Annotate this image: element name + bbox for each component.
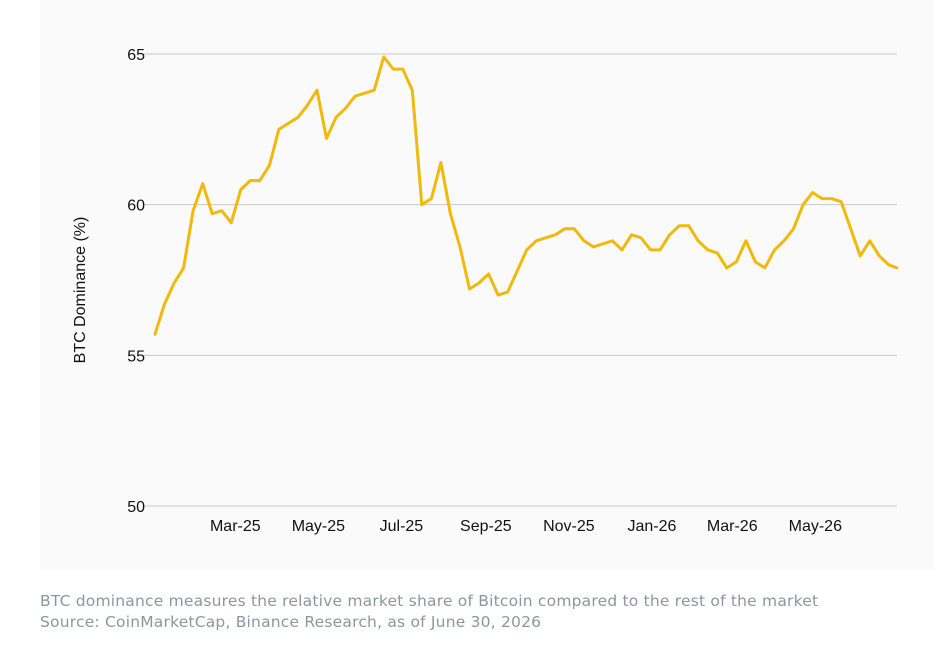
x-tick-labels: Mar-25 May-25 Jul-25 Sep-25 Nov-25 Jan-26 Mar-… bbox=[210, 518, 842, 535]
x-tick-label: Mar-25 bbox=[210, 518, 261, 535]
y-tick-label: 60 bbox=[127, 198, 145, 215]
x-tick-label: Sep-25 bbox=[460, 518, 512, 535]
x-tick-label: Jan-26 bbox=[627, 518, 676, 535]
caption-source: Source: CoinMarketCap, Binance Research,… bbox=[40, 613, 542, 631]
x-tick-label: Nov-25 bbox=[543, 518, 595, 535]
x-tick-label: Jul-25 bbox=[380, 518, 424, 535]
x-tick-label: Mar-26 bbox=[707, 518, 758, 535]
y-tick-label: 55 bbox=[127, 348, 145, 365]
y-tick-label: 50 bbox=[127, 499, 145, 516]
gridlines bbox=[143, 53, 897, 507]
caption-description: BTC dominance measures the relative mark… bbox=[40, 592, 819, 610]
y-tick-label: 65 bbox=[127, 47, 145, 64]
series-group bbox=[153, 55, 899, 336]
btc-dominance-chart: 50 55 60 65 Mar-25 May-25 Jul-25 Sep-25 Nov-25 J… bbox=[72, 47, 899, 535]
series-line bbox=[153, 55, 899, 336]
y-tick-labels: 50 55 60 65 bbox=[127, 47, 145, 516]
chart-panel bbox=[40, 0, 934, 570]
x-tick-label: May-25 bbox=[292, 518, 345, 535]
x-tick-label: May-26 bbox=[789, 518, 842, 535]
y-axis-label: BTC Dominance (%) bbox=[72, 217, 89, 364]
